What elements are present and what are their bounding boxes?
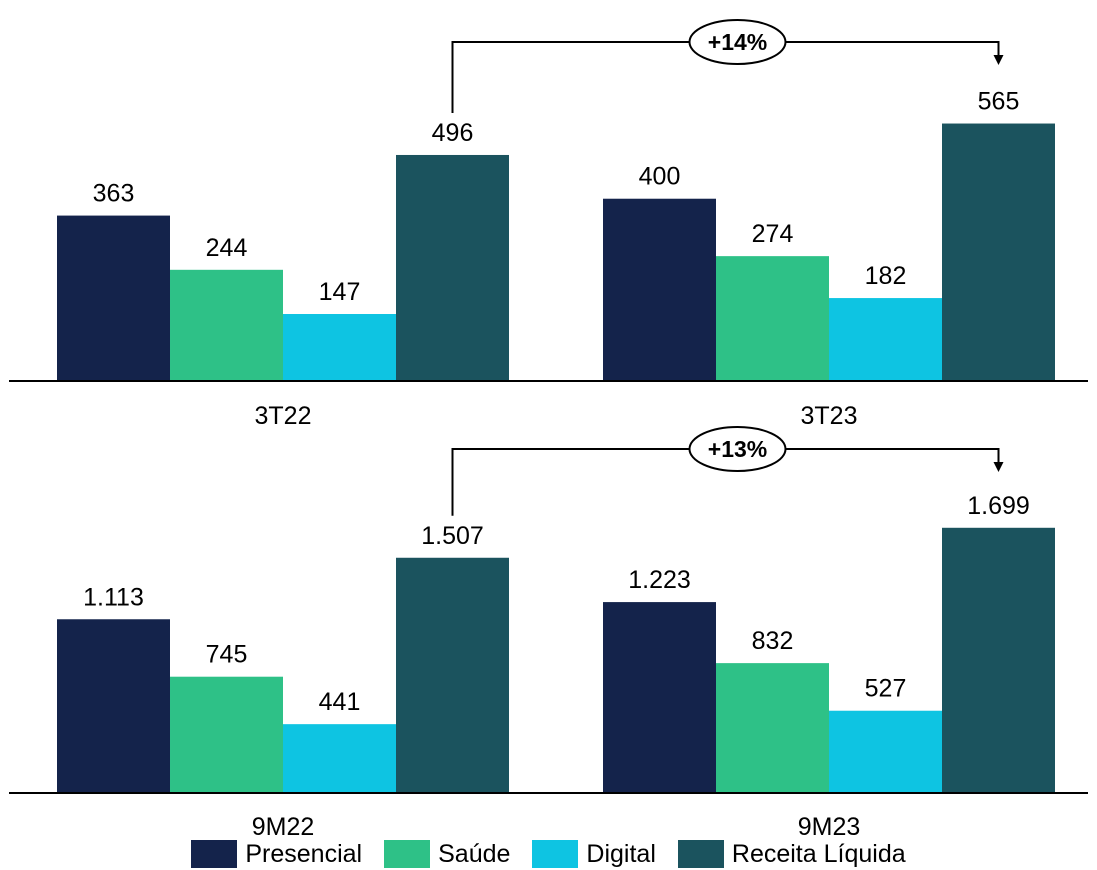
legend-label-digital: Digital: [586, 839, 656, 868]
bar-digital-9m22: [283, 724, 396, 793]
data-label-digital-3t22: 147: [319, 278, 361, 306]
data-label-saude-3t23: 274: [752, 220, 794, 248]
data-label-digital-3t23: 182: [865, 262, 907, 290]
bar-presencial-9m22: [57, 619, 170, 793]
bar-receita-liquida-9m22: [396, 557, 509, 793]
growth-badge: [688, 426, 787, 472]
data-label-saude-9m22: 745: [206, 641, 248, 669]
category-label-3t22: 3T22: [255, 402, 312, 430]
legend-label-receita-liquida: Receita Líquida: [731, 839, 906, 868]
data-label-receita-liquida-3t23: 565: [978, 88, 1020, 116]
bar-digital-3t23: [829, 298, 942, 381]
bar-presencial-9m23: [603, 602, 716, 793]
legend: Presencial Saúde Digital Receita Líquida: [0, 838, 1097, 870]
legend-swatch-receita-liquida: [677, 840, 724, 868]
bar-digital-9m23: [829, 710, 942, 793]
bar-saude-9m22: [170, 676, 283, 793]
legend-item-receita-liquida: Receita Líquida: [677, 839, 906, 869]
bar-receita-liquida-3t22: [396, 154, 509, 381]
data-label-presencial-9m22: 1.113: [83, 583, 144, 611]
bar-presencial-3t23: [603, 198, 716, 381]
data-label-presencial-9m23: 1.223: [628, 566, 691, 594]
data-label-presencial-3t23: 400: [639, 163, 681, 191]
chart-panel-nine-months: 1.113 745 441 1.507 9M22 1.223 832 527 1.699 9M23…: [9, 426, 1088, 838]
chart-panel-quarter: 363 244 147 496 3T22 400 274 182 565 3T23 +14%: [9, 19, 1088, 430]
legend-swatch-presencial: [191, 840, 238, 868]
bar-chart: 363 244 147 496 3T22 400 274 182 565 3T23 +14% 1.1…: [9, 19, 1088, 838]
bar-saude-9m23: [716, 663, 829, 793]
bar-presencial-3t22: [57, 215, 170, 381]
category-label-9m22: 9M22: [252, 813, 315, 838]
data-label-digital-9m22: 441: [319, 688, 361, 716]
growth-badge-text: +13%: [708, 436, 767, 462]
data-label-saude-3t22: 244: [206, 234, 248, 262]
data-label-digital-9m23: 527: [865, 675, 907, 703]
category-label-3t23: 3T23: [801, 402, 858, 430]
data-label-presencial-3t22: 363: [93, 180, 135, 208]
category-label-9m23: 9M23: [798, 813, 861, 838]
bar-saude-3t22: [170, 269, 283, 381]
growth-badge: [688, 19, 787, 65]
growth-badge-text: +14%: [708, 29, 767, 55]
data-label-receita-liquida-9m22: 1.507: [421, 522, 484, 550]
legend-item-presencial: Presencial: [191, 840, 362, 869]
bar-digital-3t22: [283, 314, 396, 381]
legend-swatch-digital: [532, 840, 579, 868]
data-label-receita-liquida-3t22: 496: [432, 119, 474, 147]
legend-label-saude: Saúde: [438, 839, 511, 868]
data-label-receita-liquida-9m23: 1.699: [967, 492, 1030, 520]
data-label-saude-9m23: 832: [752, 627, 794, 655]
legend-swatch-saude: [384, 840, 431, 868]
bar-saude-3t23: [716, 256, 829, 381]
legend-item-saude: Saúde: [384, 840, 510, 869]
bar-receita-liquida-9m23: [942, 527, 1055, 793]
legend-label-presencial: Presencial: [245, 839, 363, 868]
bar-receita-liquida-3t23: [942, 123, 1055, 381]
legend-item-digital: Digital: [532, 839, 656, 869]
